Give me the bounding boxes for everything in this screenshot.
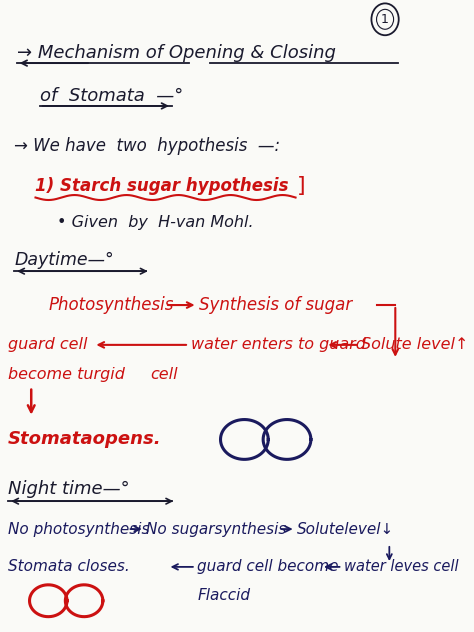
Text: become turgid: become turgid [8,367,125,382]
Text: guard cell: guard cell [8,337,88,353]
Text: Solute level↑: Solute level↑ [361,337,469,353]
Text: → We have  two  hypothesis  —:: → We have two hypothesis —: [14,137,280,155]
Text: water enters to guard: water enters to guard [191,337,365,353]
Text: 1) Starch sugar hypothesis: 1) Starch sugar hypothesis [36,176,289,195]
Text: Synthesis of sugar: Synthesis of sugar [199,296,353,314]
Text: • Given  by  H-van Mohl.: • Given by H-van Mohl. [57,215,254,230]
Text: of  Stomata  —°: of Stomata —° [40,87,183,105]
Text: ]: ] [297,176,306,195]
Text: No photosynthesis: No photosynthesis [8,521,150,537]
Text: Flaccid: Flaccid [198,588,250,604]
Text: 1: 1 [381,13,389,26]
Text: cell: cell [151,367,178,382]
Text: Stomata closes.: Stomata closes. [8,559,130,574]
Text: water leves cell: water leves cell [344,559,459,574]
Text: Night time—°: Night time—° [8,480,130,498]
Text: Daytime—°: Daytime—° [14,252,114,269]
Text: Stomataopens.: Stomataopens. [8,430,162,449]
Text: → Mechanism of Opening & Closing: → Mechanism of Opening & Closing [17,44,336,62]
Text: No sugarsynthesis: No sugarsynthesis [146,521,287,537]
Text: Photosynthesis: Photosynthesis [48,296,173,314]
Text: Solutelevel↓: Solutelevel↓ [297,521,394,537]
Text: guard cell become: guard cell become [198,559,339,574]
